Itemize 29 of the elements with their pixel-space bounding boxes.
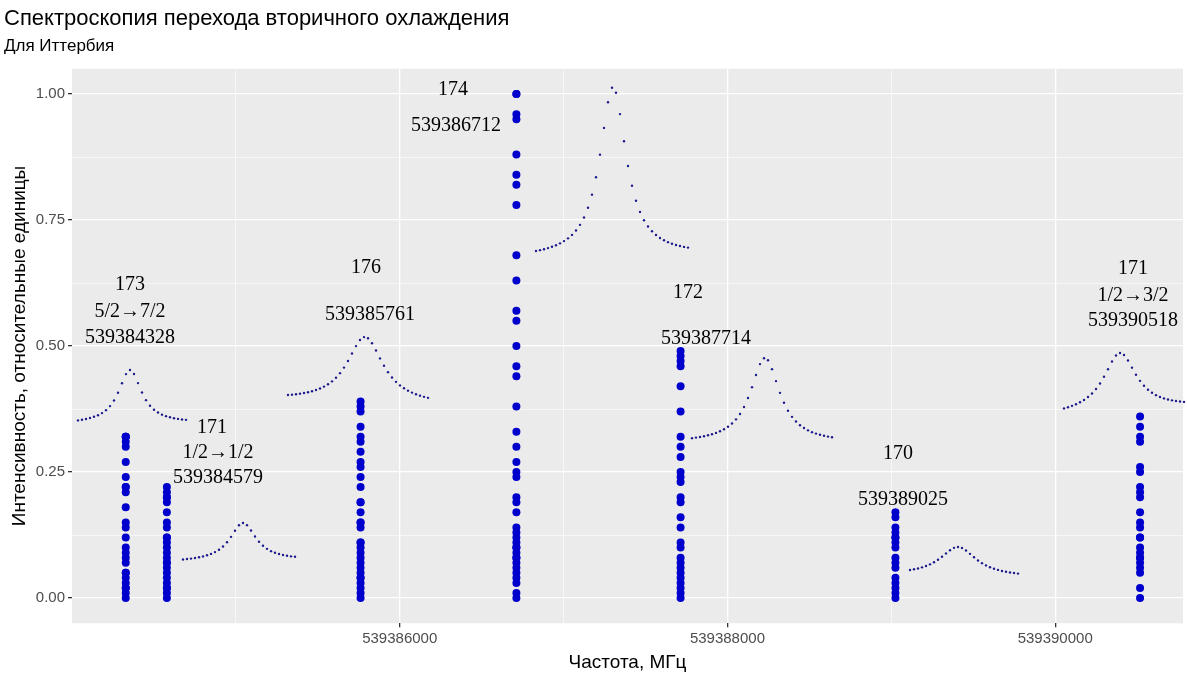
annotation: 173 <box>115 272 145 295</box>
x-axis-title: Частота, МГц <box>568 650 687 672</box>
y-tick-label: 0.25 <box>35 462 65 480</box>
annotation: 539386712 <box>411 113 501 136</box>
x-tick-label: 539388000 <box>689 629 765 647</box>
annotation: 1/2→3/2 <box>1097 283 1169 306</box>
y-tick-label: 1.00 <box>35 84 65 102</box>
annotation: 539390518 <box>1088 308 1178 331</box>
annotation: 171 <box>1118 256 1148 279</box>
annotation: 171 <box>197 415 227 438</box>
y-tick-label: 0.75 <box>35 210 65 228</box>
y-axis-title: Интенсивность, относительные единицы <box>7 165 29 527</box>
x-tick-label: 539390000 <box>1017 629 1093 647</box>
annotation: 539389025 <box>858 487 948 510</box>
annotation: 172 <box>673 280 703 303</box>
annotation: 1/2→1/2 <box>182 440 254 463</box>
annotation: 539385761 <box>325 302 415 325</box>
x-tick-label: 539386000 <box>362 629 438 647</box>
annotation: 539384579 <box>173 465 263 488</box>
annotation: 174 <box>438 77 468 100</box>
y-tick-label: 0.00 <box>35 588 65 606</box>
chart-title: Спектроскопия перехода вторичного охлаждения <box>4 5 510 31</box>
annotation: 539387714 <box>661 326 751 349</box>
chart-subtitle: Для Иттербия <box>4 36 115 56</box>
y-tick-label: 0.50 <box>35 336 65 354</box>
annotation: 170 <box>883 441 913 464</box>
annotation: 5/2→7/2 <box>94 299 166 322</box>
annotation: 176 <box>351 255 381 278</box>
annotation: 539384328 <box>85 325 175 348</box>
